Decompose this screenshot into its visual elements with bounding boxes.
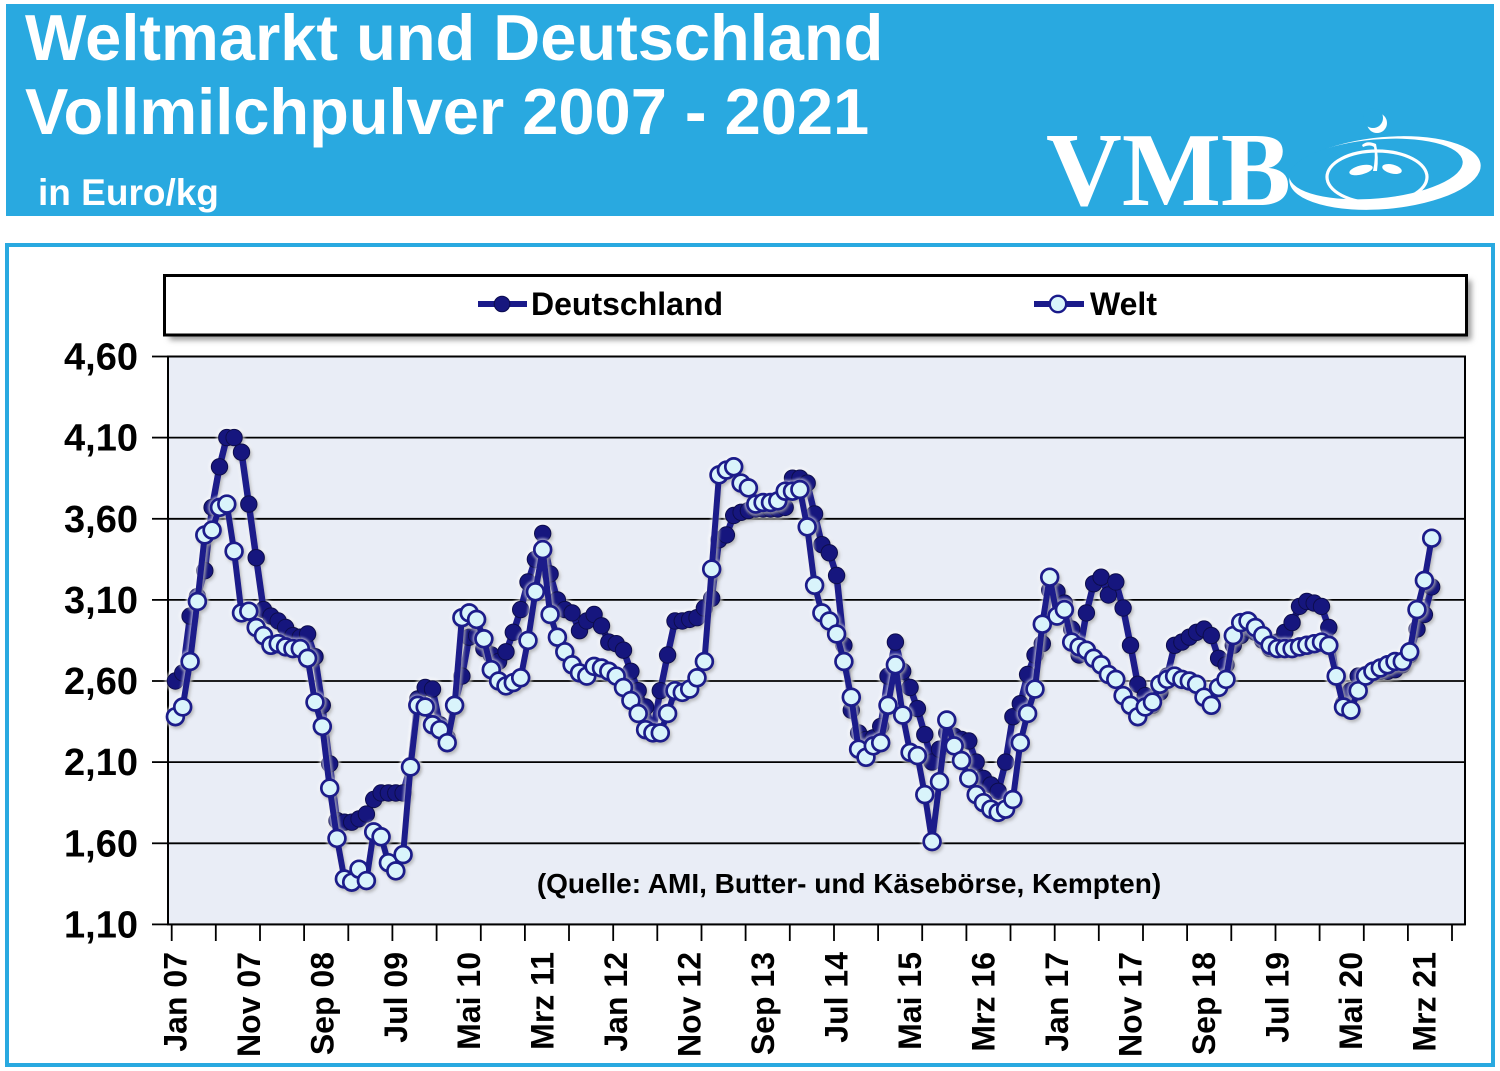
svg-text:3,60: 3,60 [64, 499, 138, 541]
svg-text:Mrz 11: Mrz 11 [525, 952, 561, 1050]
svg-text:Mrz 16: Mrz 16 [966, 952, 1002, 1052]
svg-text:Mrz 21: Mrz 21 [1406, 952, 1442, 1052]
svg-text:2,10: 2,10 [64, 742, 138, 784]
svg-text:Mai 20: Mai 20 [1333, 952, 1369, 1050]
svg-text:Nov 17: Nov 17 [1113, 952, 1149, 1057]
svg-text:Sep 18: Sep 18 [1186, 952, 1222, 1055]
svg-text:Jul 14: Jul 14 [819, 952, 855, 1043]
svg-text:1,60: 1,60 [64, 823, 138, 865]
svg-text:1,10: 1,10 [64, 904, 138, 946]
svg-text:Jan 17: Jan 17 [1039, 952, 1075, 1052]
svg-text:Deutschland: Deutschland [531, 286, 723, 322]
svg-text:Jan 07: Jan 07 [157, 952, 193, 1052]
svg-text:(Quelle: AMI, Butter- und Käse: (Quelle: AMI, Butter- und Käsebörse, Kem… [537, 868, 1161, 899]
svg-text:Jul 19: Jul 19 [1259, 952, 1295, 1043]
svg-text:Jan 12: Jan 12 [598, 952, 634, 1052]
svg-text:Mai 15: Mai 15 [892, 952, 928, 1050]
svg-text:2,60: 2,60 [64, 661, 138, 703]
svg-text:Welt: Welt [1090, 286, 1157, 322]
svg-text:4,10: 4,10 [64, 418, 138, 460]
svg-text:Nov 07: Nov 07 [231, 952, 267, 1057]
svg-text:Sep 13: Sep 13 [745, 952, 781, 1055]
svg-text:Jul 09: Jul 09 [378, 952, 414, 1043]
svg-text:3,10: 3,10 [64, 580, 138, 622]
svg-text:Sep 08: Sep 08 [304, 952, 340, 1055]
svg-text:Nov 12: Nov 12 [672, 952, 708, 1057]
svg-text:4,60: 4,60 [64, 337, 138, 379]
svg-text:Mai 10: Mai 10 [451, 952, 487, 1050]
